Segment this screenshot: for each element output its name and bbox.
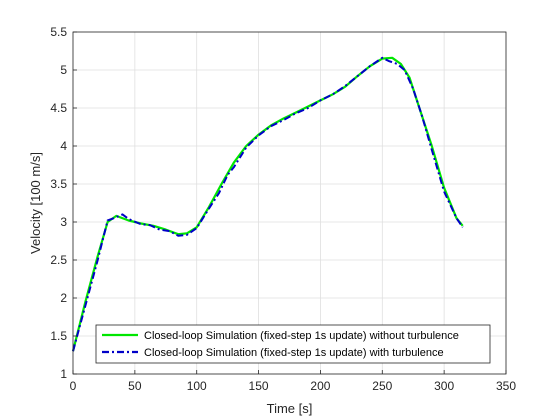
ticks: 0 50 100 150 200 250 300 350 1 1.5 2 2.5 3 3.5 4 4.5 5 5.… [50,25,516,393]
x-tick-label: 350 [496,379,516,393]
y-tick-label: 3 [60,215,67,229]
legend: Closed-loop Simulation (fixed-step 1s up… [95,324,491,364]
y-tick-label: 4 [60,139,67,153]
x-tick-label: 250 [372,379,392,393]
y-tick-label: 1 [60,367,67,381]
x-tick-label: 100 [187,379,207,393]
x-tick-label: 300 [434,379,454,393]
series-line-with-turbulence [72,56,464,352]
x-tick-label: 50 [128,379,142,393]
y-axis-label: Velocity [100 m/s] [28,152,43,254]
y-tick-label: 4.5 [50,101,67,115]
y-tick-label: 5 [60,63,67,77]
y-tick-label: 5.5 [50,25,67,39]
plot-border [72,31,507,375]
plot-area [73,32,506,374]
y-tick-label: 2 [60,291,67,305]
x-axis-label: Time [s] [267,401,313,416]
series-lines [71,56,464,352]
x-tick-label: 0 [70,379,77,393]
y-tick-label: 1.5 [50,329,67,343]
legend-entry-with-turbulence: Closed-loop Simulation (fixed-step 1s up… [144,347,444,359]
y-tick-label: 3.5 [50,177,67,191]
x-tick-label: 200 [310,379,330,393]
x-tick-label: 150 [249,379,269,393]
y-tick-label: 2.5 [50,253,67,267]
legend-box [95,324,491,364]
legend-entry-without-turbulence: Closed-loop Simulation (fixed-step 1s up… [144,330,459,342]
